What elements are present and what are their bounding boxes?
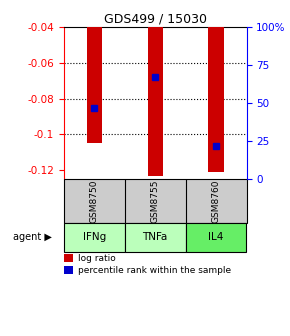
Text: agent ▶: agent ▶: [13, 233, 52, 243]
Title: GDS499 / 15030: GDS499 / 15030: [104, 13, 207, 26]
Text: TNFa: TNFa: [142, 233, 168, 243]
Bar: [64, 254, 73, 262]
Bar: [87, 27, 102, 143]
Text: GSM8750: GSM8750: [90, 179, 99, 223]
Text: IL4: IL4: [208, 233, 224, 243]
Bar: [186, 223, 246, 252]
Bar: [209, 27, 224, 172]
Bar: [64, 266, 73, 274]
Text: GSM8755: GSM8755: [151, 179, 160, 223]
Text: IFNg: IFNg: [83, 233, 106, 243]
Bar: [125, 223, 186, 252]
Text: GSM8760: GSM8760: [211, 179, 221, 223]
Bar: [148, 27, 163, 175]
Text: percentile rank within the sample: percentile rank within the sample: [78, 266, 231, 275]
Bar: [64, 223, 125, 252]
Text: log ratio: log ratio: [78, 254, 116, 263]
